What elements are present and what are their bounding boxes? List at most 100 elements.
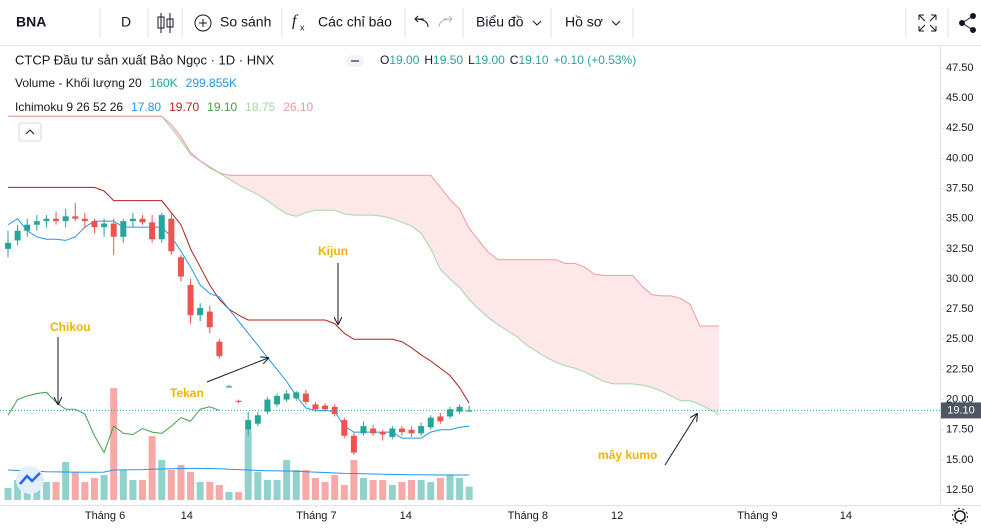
volume-bar — [71, 472, 79, 500]
volume-bar — [273, 480, 281, 500]
candle-body — [91, 221, 98, 228]
symbol[interactable]: BNA — [16, 14, 46, 30]
candle-body — [274, 395, 281, 405]
volume-bar — [244, 430, 252, 500]
candle-body — [389, 428, 396, 437]
arrow — [664, 414, 697, 466]
y-tick-label: 42.50 — [946, 122, 974, 134]
redo-button[interactable] — [438, 15, 453, 28]
chevron — [532, 20, 542, 26]
ohlc-value: 19.00 — [389, 53, 419, 67]
volume-bar — [177, 465, 185, 500]
annotation: Kijun — [318, 244, 348, 258]
volume-bar — [52, 482, 60, 500]
candle-type-button[interactable] — [157, 13, 174, 33]
profile-menu[interactable]: Hồ sơ — [565, 14, 603, 30]
volume-bar — [456, 478, 464, 500]
fx-icon[interactable]: f — [292, 13, 299, 30]
last-price-label: 19.10 — [947, 404, 975, 416]
volume-ma — [7, 467, 470, 476]
candle-body — [43, 218, 50, 222]
candle-body — [418, 426, 425, 434]
candle-body — [24, 224, 31, 231]
candle-body — [466, 410, 473, 412]
volume-bar — [148, 436, 156, 500]
settings-button[interactable] — [952, 508, 968, 524]
ohlc-legend: O19.00 H19.50 L19.00 C19.10 +0.10 (+0.53%) — [380, 53, 636, 67]
volume-bar — [302, 470, 310, 500]
volume-ma-value: 299.855K — [186, 76, 237, 90]
candle-body — [427, 417, 434, 428]
candle-body — [322, 405, 329, 410]
chikou — [7, 391, 220, 454]
volume-bar — [417, 480, 425, 500]
share-button[interactable] — [959, 13, 976, 33]
volume-bar — [139, 480, 147, 500]
y-tick-label: 35.00 — [946, 213, 974, 225]
candle-body — [177, 257, 184, 277]
volume-value: 160K — [150, 76, 178, 90]
compare-icon[interactable] — [194, 14, 212, 32]
compare-button[interactable]: So sánh — [220, 14, 271, 30]
volume-bar — [263, 480, 271, 500]
y-tick-label: 22.50 — [946, 363, 974, 375]
candle-body — [110, 223, 117, 237]
candle-body — [206, 311, 213, 328]
volume-bar — [81, 482, 89, 500]
candle-body — [408, 429, 415, 434]
kumo-fill — [8, 116, 720, 415]
y-tick-label: 37.50 — [946, 182, 974, 194]
candle-body — [53, 218, 60, 222]
arrow — [206, 358, 268, 383]
x-tick-label: Tháng 7 — [296, 510, 336, 522]
ohlc-value: 19.10 — [518, 53, 548, 67]
ohlc-value: 19.50 — [433, 53, 463, 67]
y-tick-label: 47.50 — [946, 62, 974, 74]
ohlc-key: O — [380, 53, 389, 67]
y-tick-label: 45.00 — [946, 92, 974, 104]
candle-body — [360, 426, 367, 434]
x-tick-label: 14 — [840, 510, 852, 522]
candle-body — [245, 420, 252, 430]
volume-bar — [388, 485, 396, 500]
kijun — [8, 186, 470, 404]
y-tick-label: 40.00 — [946, 152, 974, 164]
y-tick-label: 32.50 — [946, 243, 974, 255]
volume-bar — [427, 482, 435, 500]
volume-bar — [379, 480, 387, 500]
candle-body — [216, 341, 223, 357]
collapse-button[interactable] — [18, 122, 42, 142]
indicators-button[interactable]: Các chỉ báo — [318, 14, 392, 30]
interval[interactable]: D — [121, 14, 131, 30]
chart-menu[interactable]: Biểu đồ — [476, 14, 524, 30]
ichimoku-value: 19.70 — [169, 100, 199, 114]
candle-body — [149, 222, 156, 240]
fullscreen-button[interactable] — [918, 14, 937, 32]
volume-bar — [100, 475, 108, 500]
toolbar: BNA D So sánh f x Các chỉ báo Biểu đồ Hồ… — [0, 8, 981, 46]
volume-bar — [119, 470, 127, 500]
candle-body — [341, 420, 348, 436]
chart-title: CTCP Đầu tư sản xuất Bảo Ngọc · 1D · HNX — [15, 52, 274, 67]
annotation: Tekan — [170, 386, 204, 400]
volume-bar — [225, 492, 233, 500]
x-tick-label: Tháng 6 — [85, 510, 125, 522]
candle-body — [158, 215, 165, 240]
candle-body — [293, 392, 300, 399]
volume-bar — [398, 482, 406, 500]
candle-body — [72, 216, 79, 219]
y-tick-label: 25.00 — [946, 333, 974, 345]
ichimoku-value: 17.80 — [131, 100, 161, 114]
volume-bar — [350, 460, 358, 500]
candle-body — [120, 221, 127, 237]
x-tick-label: 12 — [611, 510, 623, 522]
undo-button[interactable] — [414, 15, 429, 28]
candle-body — [283, 393, 290, 400]
volume-bar — [369, 480, 377, 500]
volume-bar — [292, 470, 300, 500]
volume-bar — [167, 470, 175, 500]
candle-body — [398, 428, 405, 433]
candle-body — [5, 242, 11, 249]
